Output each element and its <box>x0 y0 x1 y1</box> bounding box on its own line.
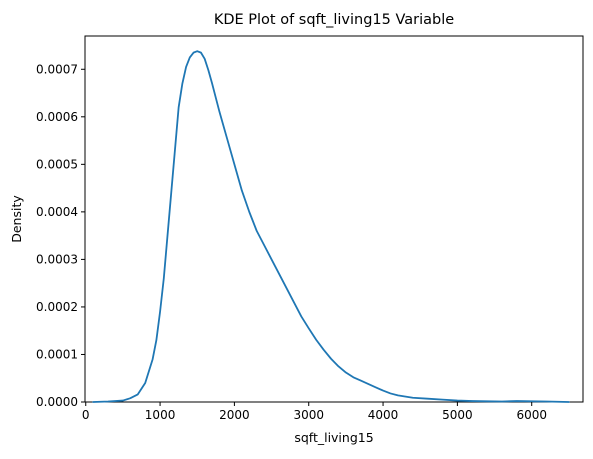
y-tick-label: 0.0006 <box>36 110 78 124</box>
y-tick-label: 0.0001 <box>36 347 78 361</box>
y-tick-label: 0.0005 <box>36 157 78 171</box>
chart-title: KDE Plot of sqft_living15 Variable <box>214 12 454 28</box>
x-tick-label: 1000 <box>145 408 176 422</box>
y-tick-label: 0.0007 <box>36 62 78 76</box>
x-tick-label: 4000 <box>368 408 399 422</box>
axes-frame <box>84 35 584 403</box>
x-tick-label: 5000 <box>442 408 473 422</box>
y-tick-label: 0.0002 <box>36 300 78 314</box>
y-tick-label: 0.0004 <box>36 205 78 219</box>
y-axis-label: Density <box>9 195 24 243</box>
x-axis-label: sqft_living15 <box>294 430 373 445</box>
x-tick-label: 0 <box>82 408 90 422</box>
x-tick-label: 2000 <box>219 408 250 422</box>
y-axis-ticks: 0.0000 0.0001 0.0002 0.0003 0.0004 0.0005 0.00… <box>36 62 85 409</box>
x-axis-ticks: 0 1000 2000 3000 4000 5000 6000 <box>82 402 547 422</box>
x-tick-label: 6000 <box>516 408 547 422</box>
plot-area <box>84 35 584 403</box>
x-tick-label: 3000 <box>293 408 324 422</box>
y-tick-label: 0.0003 <box>36 252 78 266</box>
y-tick-label: 0.0000 <box>36 395 78 409</box>
kde-density-line <box>92 50 570 403</box>
